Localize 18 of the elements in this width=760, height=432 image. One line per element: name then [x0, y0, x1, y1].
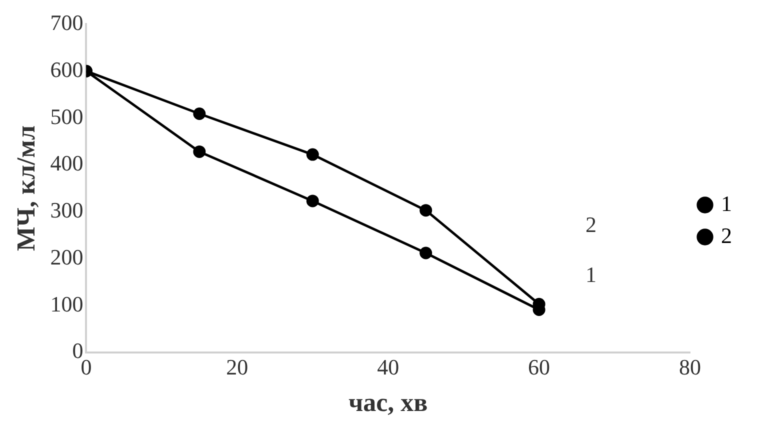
- annotation: 1: [586, 262, 597, 287]
- y-tick-label: 200: [50, 244, 84, 270]
- y-tick-label: 700: [50, 10, 84, 35]
- x-tick-label: 80: [679, 354, 701, 380]
- x-tick-label: 40: [377, 354, 400, 380]
- y-tick-label: 400: [50, 150, 84, 176]
- y-axis-title: МЧ, кл/мл: [11, 125, 40, 252]
- x-tick-label: 20: [226, 354, 248, 380]
- y-tick-label: 600: [50, 56, 84, 82]
- annotation: 2: [586, 212, 597, 237]
- y-tick-label: 300: [50, 198, 84, 223]
- legend-label: 1: [721, 190, 732, 216]
- legend-label: 2: [721, 222, 732, 248]
- x-axis-title: час, хв: [348, 388, 428, 418]
- y-tick-label: 100: [50, 291, 84, 316]
- y-tick-label: 0: [72, 338, 84, 364]
- x-tick-label: 60: [528, 354, 550, 380]
- y-tick-label: 500: [50, 104, 84, 129]
